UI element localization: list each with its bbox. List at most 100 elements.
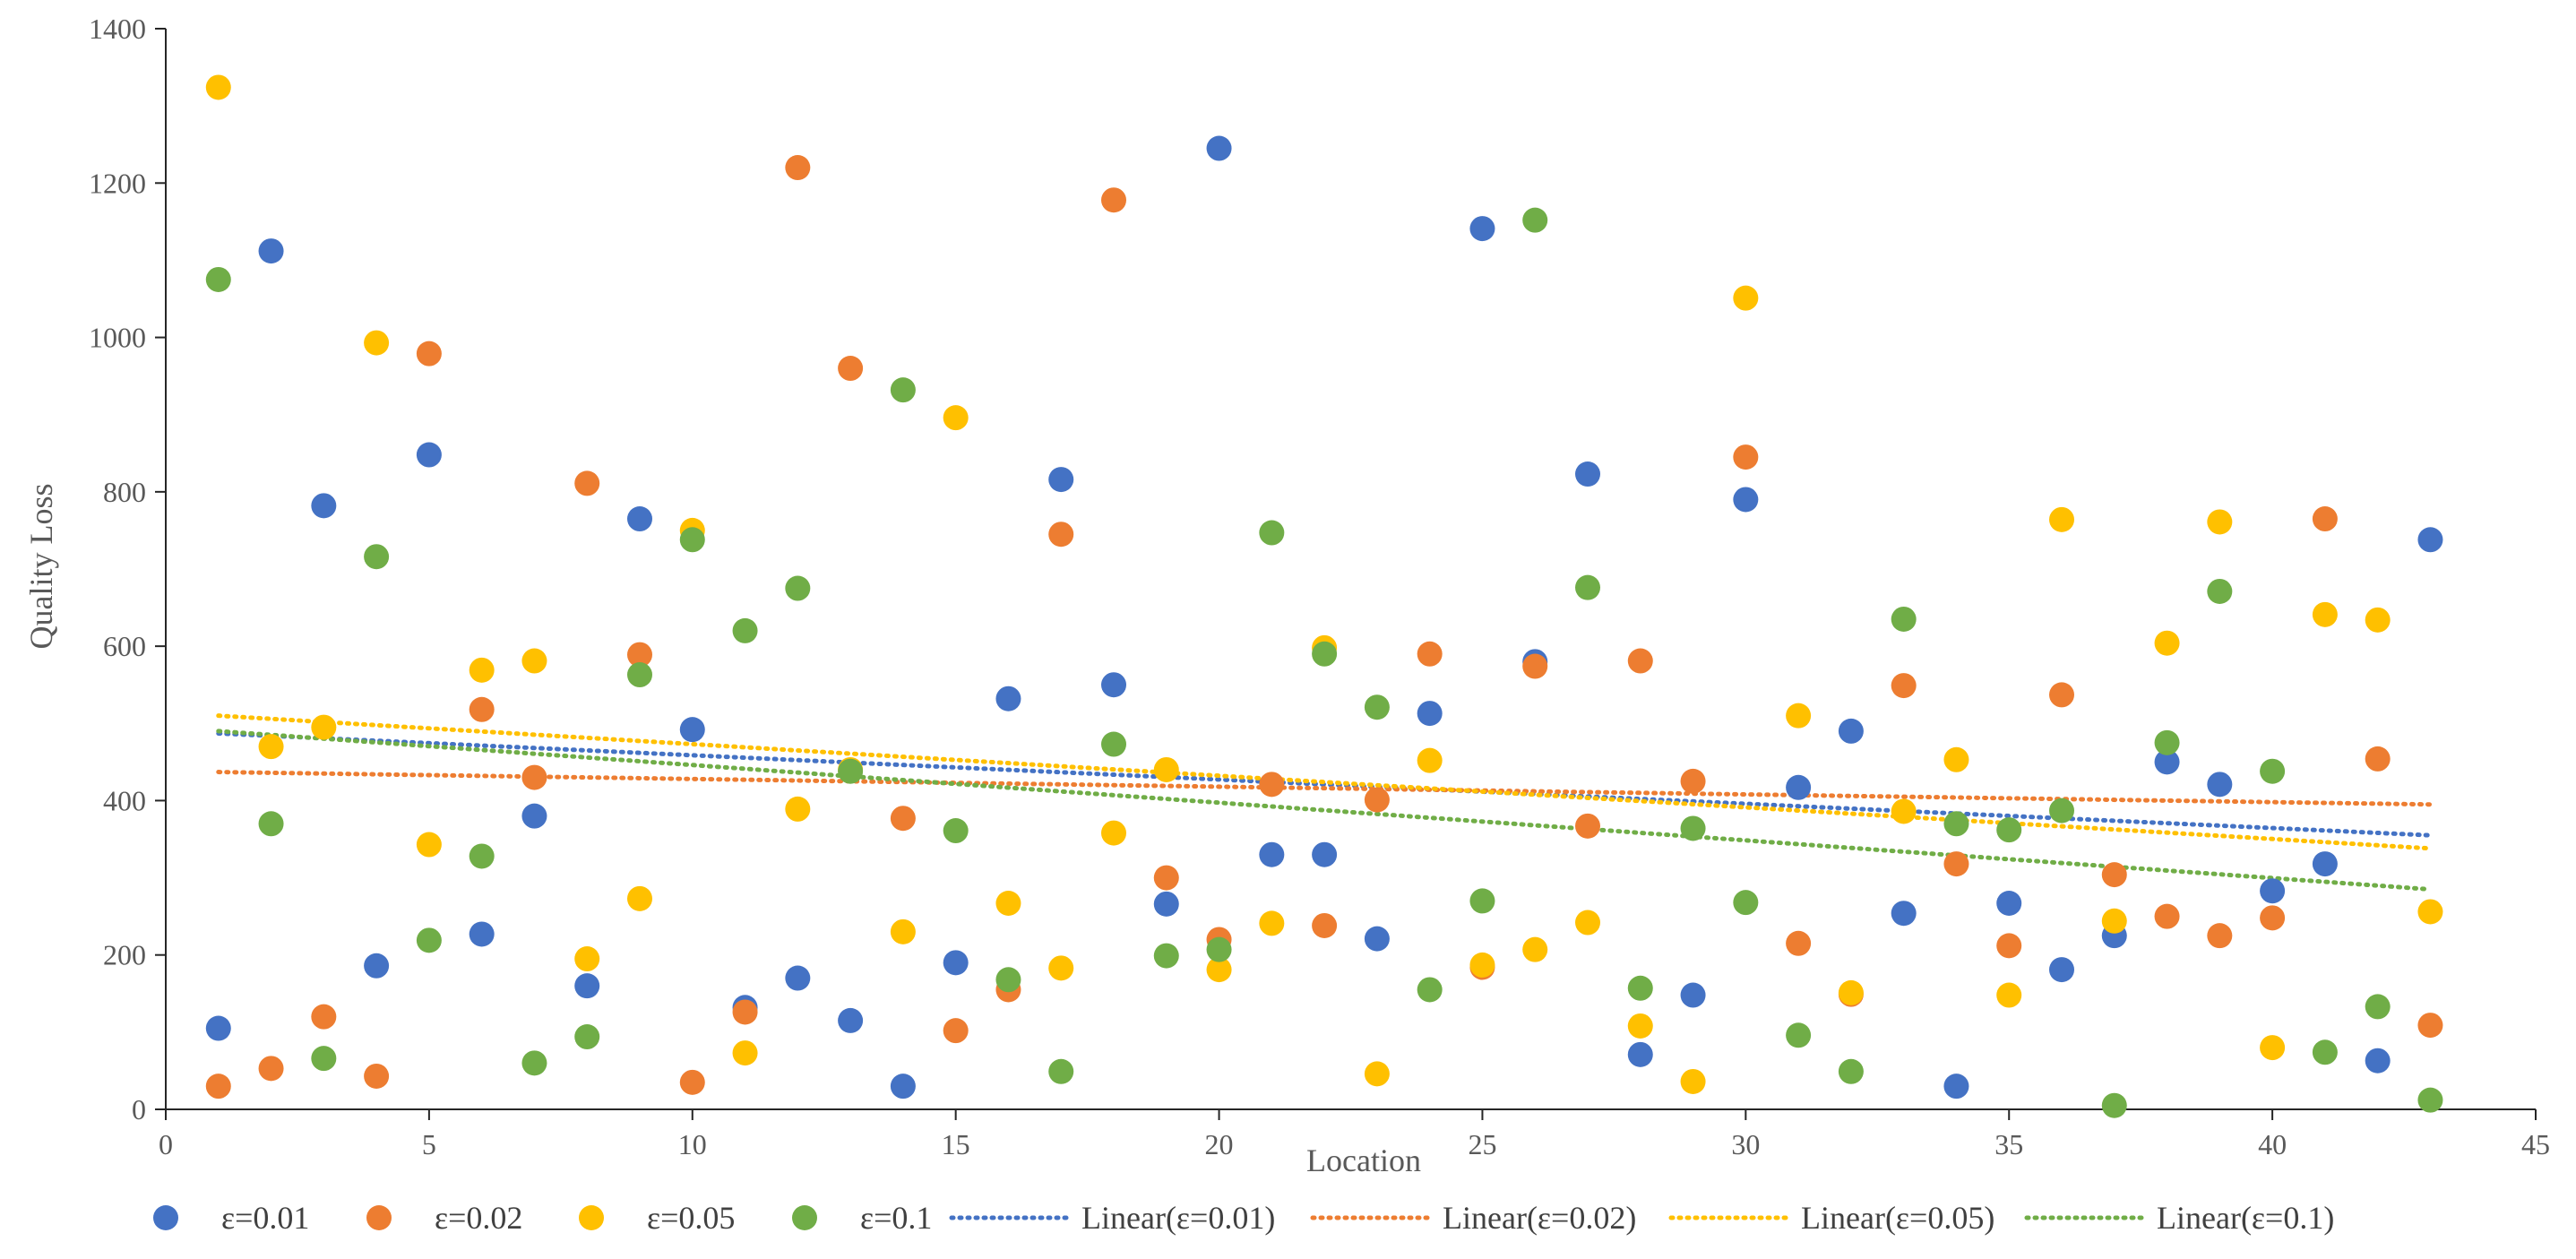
x-tick-label: 30	[1731, 1128, 1760, 1160]
data-point	[785, 575, 811, 601]
data-point	[2365, 746, 2391, 772]
data-point	[2154, 630, 2180, 656]
data-point	[890, 806, 916, 832]
data-point	[205, 1074, 231, 1099]
y-tick-label: 200	[103, 939, 146, 971]
data-point	[890, 1074, 916, 1099]
data-point	[679, 1069, 705, 1095]
y-tick-label: 800	[103, 476, 146, 508]
data-point	[574, 470, 600, 496]
data-point	[838, 758, 864, 784]
data-point	[1733, 444, 1759, 470]
data-point	[1469, 952, 1495, 978]
data-point	[1786, 1022, 1812, 1048]
x-tick-label: 10	[678, 1128, 707, 1160]
data-point	[2260, 1035, 2286, 1061]
data-point	[1996, 817, 2022, 843]
data-point	[2312, 1039, 2338, 1065]
data-point	[995, 967, 1021, 993]
data-point	[416, 341, 442, 366]
data-point	[1943, 746, 1969, 772]
data-point	[2365, 994, 2391, 1020]
data-point	[1417, 701, 1443, 727]
data-point	[416, 832, 442, 858]
data-point	[1575, 813, 1600, 839]
data-point	[2312, 851, 2338, 877]
data-point	[258, 734, 284, 760]
data-point	[1101, 820, 1126, 846]
data-point	[943, 405, 969, 431]
data-point	[1259, 772, 1285, 798]
legend-marker	[579, 1205, 604, 1230]
data-point	[311, 1004, 337, 1030]
data-point	[521, 1050, 547, 1076]
data-point	[785, 155, 811, 181]
y-tick-label: 1000	[89, 322, 146, 354]
data-point	[311, 1046, 337, 1072]
y-tick-label: 400	[103, 784, 146, 816]
data-point	[2365, 607, 2391, 633]
data-point	[416, 442, 442, 468]
data-point	[2207, 578, 2233, 604]
data-point	[627, 662, 652, 688]
x-tick-label: 20	[1205, 1128, 1234, 1160]
data-point	[1733, 285, 1759, 311]
data-point	[1891, 901, 1917, 927]
data-point	[890, 918, 916, 944]
data-point	[1153, 943, 1179, 969]
data-point	[890, 377, 916, 403]
data-point	[2101, 1092, 2127, 1118]
data-point	[1575, 461, 1600, 487]
data-point	[1312, 912, 1338, 938]
data-point	[258, 238, 284, 264]
legend-label: ε=0.02	[435, 1200, 522, 1236]
legend-label: Linear(ε=0.1)	[2157, 1200, 2334, 1236]
data-point	[1469, 216, 1495, 242]
data-point	[627, 506, 652, 532]
data-point	[679, 717, 705, 743]
data-point	[205, 74, 231, 100]
data-point	[1838, 1058, 1864, 1084]
data-point	[1996, 890, 2022, 916]
legend-label: Linear(ε=0.05)	[1801, 1200, 1994, 1236]
data-points	[205, 74, 2443, 1118]
data-point	[364, 544, 390, 570]
data-point	[1891, 673, 1917, 699]
data-point	[1259, 841, 1285, 867]
trendline	[216, 770, 2433, 807]
data-point	[1996, 933, 2022, 959]
data-point	[2365, 1048, 2391, 1074]
data-point	[364, 953, 390, 979]
data-point	[995, 686, 1021, 711]
data-point	[1575, 910, 1600, 936]
data-point	[311, 714, 337, 740]
data-point	[1259, 910, 1285, 936]
y-axis-title: Quality Loss	[23, 484, 59, 650]
data-point	[2049, 957, 2074, 983]
data-point	[1364, 787, 1390, 813]
data-point	[469, 843, 495, 869]
data-point	[1733, 890, 1759, 916]
data-point	[732, 617, 758, 643]
data-point	[1680, 815, 1706, 841]
data-point	[1680, 982, 1706, 1008]
data-point	[943, 950, 969, 976]
data-point	[1364, 694, 1390, 720]
data-point	[2417, 1087, 2443, 1113]
data-point	[1627, 975, 1653, 1001]
data-point	[2049, 798, 2074, 824]
data-point	[2154, 749, 2180, 775]
data-point	[732, 1040, 758, 1066]
data-point	[943, 818, 969, 844]
data-point	[1891, 606, 1917, 632]
y-tick-label: 0	[132, 1093, 146, 1125]
data-point	[258, 811, 284, 837]
data-point	[1680, 768, 1706, 794]
data-point	[2417, 1013, 2443, 1039]
legend-label: ε=0.1	[860, 1200, 932, 1236]
data-point	[364, 330, 390, 356]
data-point	[785, 796, 811, 822]
x-tick-label: 35	[1994, 1128, 2023, 1160]
legend-label: ε=0.01	[221, 1200, 309, 1236]
